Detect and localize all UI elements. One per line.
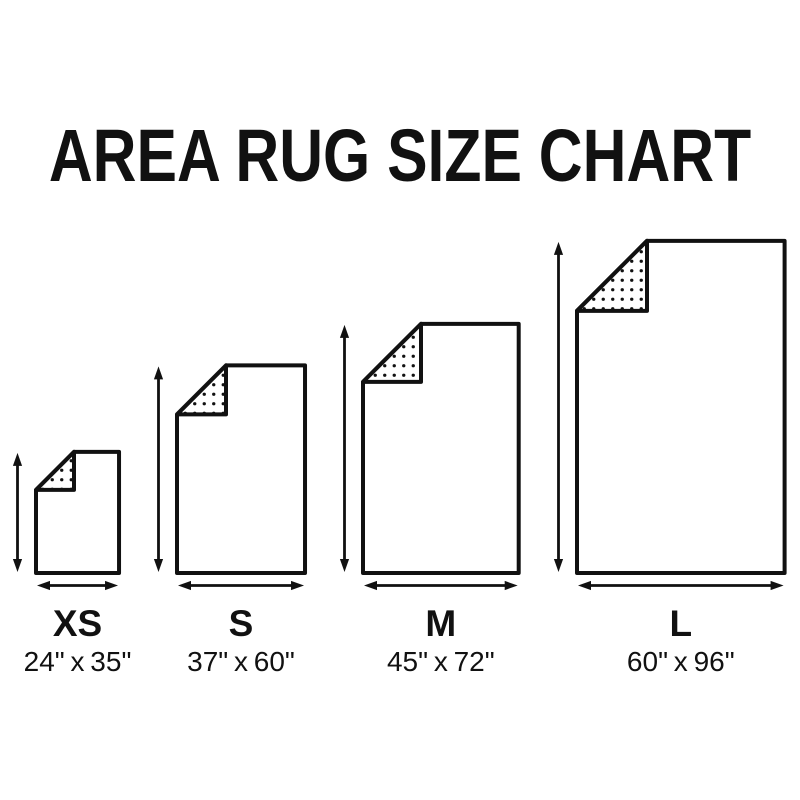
dimensions-label-xs: 24" x 35" bbox=[23, 646, 132, 677]
dimensions-label-l: 60" x 96" bbox=[626, 646, 735, 677]
size-label-s: S bbox=[228, 603, 254, 644]
size-label-m: M bbox=[425, 603, 457, 644]
rug-labels-l: L 60" x 96" bbox=[561, 603, 800, 678]
size-label-xs: XS bbox=[52, 603, 103, 644]
dimensions-label-s: 37" x 60" bbox=[187, 646, 295, 677]
rug-labels-m: M 45" x 72" bbox=[321, 603, 561, 678]
rug-labels-xs: XS 24" x 35" bbox=[0, 603, 198, 678]
size-label-l: L bbox=[669, 603, 693, 644]
page-title: AREA RUG SIZE CHART bbox=[48, 113, 752, 197]
rug-figure-s bbox=[153, 363, 308, 591]
dimensions-label-m: 45" x 72" bbox=[386, 646, 495, 677]
rug-figure-l bbox=[553, 238, 787, 591]
rug-figure-m bbox=[339, 321, 521, 591]
rug-figure-xs bbox=[12, 449, 122, 591]
rug-labels-s: S 37" x 60" bbox=[121, 603, 361, 678]
